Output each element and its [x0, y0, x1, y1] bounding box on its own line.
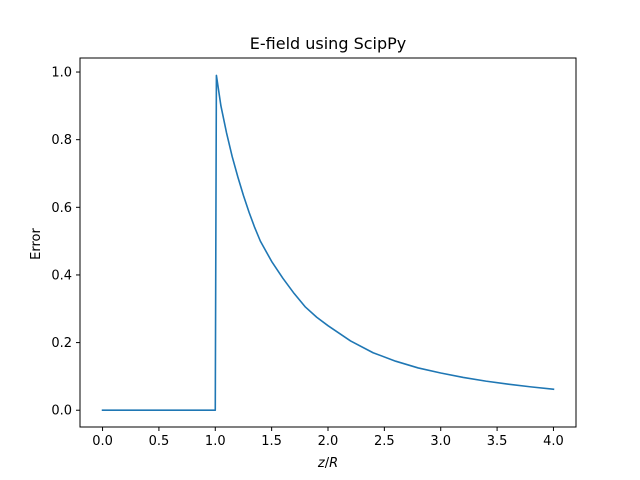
x-tick-label-3: 1.5 [261, 434, 282, 449]
x-tick-label-8: 4.0 [543, 434, 564, 449]
y-axis-label: Error [29, 228, 44, 260]
x-tick-label-5: 2.5 [374, 434, 395, 449]
y-tick-label-4: 0.8 [51, 133, 72, 148]
x-tick-label-1: 0.5 [149, 434, 170, 449]
y-tick-label-2: 0.4 [51, 268, 72, 283]
x-tick-label-6: 3.0 [430, 434, 451, 449]
x-axis-label: z/R [317, 456, 338, 471]
x-tick-label-0: 0.0 [92, 434, 113, 449]
x-tick-label-7: 3.5 [487, 434, 508, 449]
chart-title: E-field using ScipPy [250, 34, 406, 53]
y-tick-label-0: 0.0 [51, 404, 72, 419]
x-axis-label-z: z [317, 456, 326, 471]
x-axis-label-r: R [329, 456, 338, 471]
x-axis-label-slash: / [325, 456, 330, 471]
x-tick-label-4: 2.0 [318, 434, 339, 449]
x-tick-label-2: 1.0 [205, 434, 226, 449]
series-line-0 [101, 74, 555, 412]
plot-area: 0.0 0.5 1.0 1.5 2.0 2.5 3.0 3.5 4.0 0.0 0.2 0.4 0.6 0… [51, 57, 577, 449]
y-tick-label-1: 0.2 [51, 336, 72, 351]
y-tick-label-3: 0.6 [51, 201, 72, 216]
y-tick-label-5: 1.0 [51, 66, 72, 81]
